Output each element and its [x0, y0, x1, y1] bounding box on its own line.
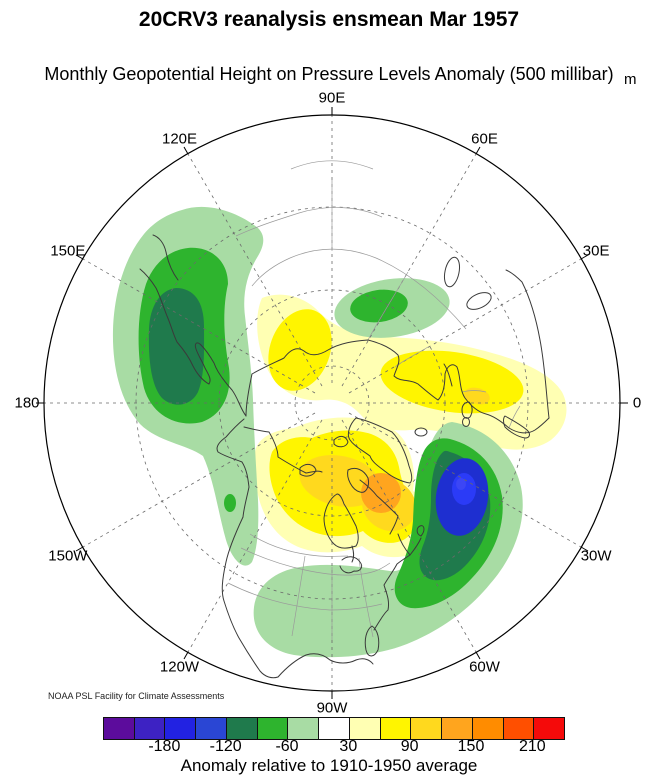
- colorbar-swatch-10: [410, 718, 442, 739]
- coast-na-east: [373, 537, 422, 631]
- lon-label-30E: 30E: [582, 242, 610, 259]
- anomaly-northsea-positive-gold: [464, 387, 490, 405]
- colorbar-tick-210: 210: [518, 738, 546, 755]
- colorbar-swatch-4: [225, 718, 257, 739]
- anomaly-canada-positive-gold-1: [299, 455, 381, 507]
- coast-arctic-canada: [243, 426, 323, 474]
- colorbar-tick--180: -180: [148, 738, 181, 755]
- coast-caspian-sea: [443, 256, 461, 288]
- plot-title: 20CRV3 reanalysis ensmean Mar 1957: [138, 8, 520, 31]
- colorbar-swatch-2: [164, 718, 196, 739]
- lon-label-120W: 120W: [159, 658, 200, 676]
- coast-alaska: [216, 418, 250, 518]
- anomaly-siberia-negative-mid: [350, 289, 408, 323]
- colorbar-swatch-8: [348, 718, 380, 739]
- colorbar-tick--120: -120: [209, 738, 242, 755]
- anomaly-canada-positive-orange: [361, 473, 401, 513]
- colorbar-swatch-14: [533, 718, 565, 739]
- coast-newfoundland: [416, 525, 425, 537]
- lon-label-0: 0: [632, 394, 642, 412]
- anomaly-pacific-negative-dark: [148, 288, 205, 405]
- coast-africa-levant: [505, 269, 550, 419]
- coast-st-lawrence: [397, 533, 411, 556]
- lon-label-90W: 90W: [316, 699, 348, 717]
- coast-japan: [152, 234, 179, 281]
- lon-label-180: 180: [14, 394, 40, 412]
- colorbar-swatch-12: [471, 718, 503, 739]
- colorbar-swatch-0: [104, 718, 134, 739]
- colorbar-tick--60: -60: [275, 738, 299, 755]
- colorbar-tick-90: 90: [400, 738, 419, 755]
- lon-label-60W: 60W: [469, 658, 500, 676]
- coast-iceland: [414, 427, 428, 437]
- plot-subtitle: Monthly Geopotential Height on Pressure …: [44, 64, 614, 84]
- anomaly-atlantic-negative-blue-dot: [456, 478, 466, 490]
- coast-eurasia-arctic: [245, 339, 550, 434]
- anomaly-atlantic-negative-blue-core: [452, 473, 476, 505]
- colorbar-swatch-7: [318, 718, 349, 739]
- colorbar: [103, 717, 565, 740]
- lon-label-60E: 60E: [471, 130, 498, 148]
- coast-great-lakes: [339, 556, 363, 574]
- coast-greenland: [347, 417, 413, 484]
- coast-uk: [461, 401, 473, 419]
- longitude-ticks: [36, 107, 628, 699]
- coast-hudson-bay: [323, 493, 359, 549]
- coastlines: [139, 234, 550, 679]
- lon-label-120E: 120E: [161, 130, 198, 148]
- coast-na-west: [221, 516, 279, 679]
- coast-baffin-island: [347, 467, 369, 493]
- anomaly-laptev-positive-yellow: [268, 309, 332, 391]
- colorbar-swatch-1: [133, 718, 165, 739]
- coast-ellesmere: [333, 435, 349, 448]
- colorbar-swatch-3: [195, 718, 226, 739]
- coast-ireland: [462, 417, 470, 427]
- colorbar-swatch-9: [379, 718, 411, 739]
- colorbar-tick-30: 30: [339, 738, 358, 755]
- coast-labrador: [359, 479, 399, 535]
- colorbar-caption: Anomaly relative to 1910-1950 average: [180, 756, 478, 775]
- coast-gulf-east: [277, 653, 374, 678]
- coast-black-sea: [466, 292, 492, 310]
- political-borders: [227, 160, 521, 640]
- coast-james-bay: [351, 545, 354, 563]
- colorbar-swatch-5: [256, 718, 288, 739]
- units-label: m: [624, 71, 637, 88]
- lon-label-150E: 150E: [50, 242, 86, 259]
- colorbar-swatch-13: [502, 718, 534, 739]
- colorbar-tick-150: 150: [457, 738, 485, 755]
- lon-label-30W: 30W: [580, 547, 612, 564]
- coast-east-asia: [139, 268, 247, 417]
- graticule: [44, 115, 620, 691]
- anomaly-alaska-coast-negative-dot: [224, 494, 236, 512]
- colorbar-swatch-6: [287, 718, 319, 739]
- coast-florida: [364, 625, 380, 657]
- coast-victoria-island: [299, 463, 317, 477]
- coast-iberia: [503, 415, 530, 439]
- lon-label-150W: 150W: [48, 547, 88, 564]
- lon-label-90E: 90E: [318, 89, 346, 107]
- colorbar-swatch-11: [441, 718, 472, 739]
- coast-baltic: [443, 363, 453, 387]
- attribution: NOAA PSL Facility for Climate Assessment…: [48, 691, 225, 701]
